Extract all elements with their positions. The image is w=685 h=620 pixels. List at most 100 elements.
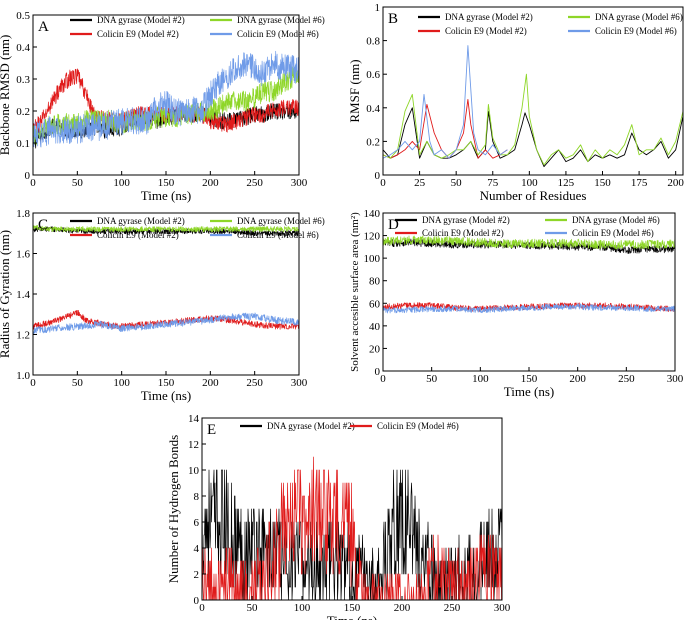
panel-b-x-tick-label: 50: [451, 177, 463, 189]
panel-d-series-line-colicin-e9-model-6: [383, 303, 675, 314]
panel-a-legend-label-colicin-e9-model-6: Colicin E9 (Model #6): [237, 29, 319, 39]
panel-b-x-tick-label: 150: [594, 177, 611, 189]
panel-c-legend-label-dna-gyrase-model-2: DNA gyrase (Model #2): [97, 216, 185, 226]
panel-e-y-tick-label: 12: [188, 439, 199, 451]
panel-a-series: [33, 50, 299, 149]
panel-c-legend-label-colicin-e9-model-2: Colicin E9 (Model #2): [97, 230, 179, 240]
panel-d-y-tick-label: 80: [369, 276, 381, 288]
panel-c-x-tick-label: 100: [113, 377, 130, 389]
panel-a-x-tick-label: 200: [202, 177, 219, 189]
panel-e-y-tick-label: 10: [188, 465, 200, 477]
panel-e-y-tick-label: 2: [194, 569, 200, 581]
panel-b-legend-label-dna-gyrase-model-6: DNA gyrase (Model #6): [595, 12, 683, 22]
panel-a-x-tick-label: 0: [30, 177, 36, 189]
panel-b-x-tick-label: 125: [558, 177, 575, 189]
panel-b-series-line-dna-gyrase-model-2: [383, 107, 683, 168]
panel-b-y-tick-label: 0.8: [366, 36, 380, 48]
panel-c-panel-letter: C: [38, 217, 48, 233]
panel-c: 0 50 100 150 200 250 300 1.0 1.2 1.4 1.6 1.8 Time (n…: [0, 208, 325, 403]
panel-c-y-tick-label: 1.0: [16, 370, 30, 382]
panel-a-y-tick-label: 0.2: [16, 106, 30, 118]
panel-d-x-axis-label: Time (ns): [504, 384, 554, 399]
panel-e-x-tick-label: 150: [344, 602, 361, 614]
panel-e-x-tick-label: 0: [199, 602, 205, 614]
panel-b-series-line-dna-gyrase-model-6: [383, 73, 683, 166]
panel-a-y-tick-label: 0.1: [16, 138, 30, 150]
panel-b-y-tick-label: 1: [375, 2, 381, 14]
panel-c-x-tick-label: 250: [246, 377, 263, 389]
panel-b-x-tick-label: 25: [414, 177, 426, 189]
panel-e-y-tick-label: 14: [188, 413, 200, 425]
panel-e-y-tick-label: 6: [194, 517, 200, 529]
panel-e-x-tick-label: 300: [494, 602, 511, 614]
panel-c-x-tick-label: 150: [158, 377, 175, 389]
panel-c-x-tick-label: 300: [291, 377, 308, 389]
panel-e-legend-label-dna-gyrase-model-2: DNA gyrase (Model #2): [267, 421, 355, 431]
panel-c-series: [33, 224, 299, 335]
panel-b-series-line-colicin-e9-model-6: [383, 45, 508, 159]
panel-e-legend: DNA gyrase (Model #2) Colicin E9 (Model #…: [240, 421, 459, 431]
panel-c-legend: DNA gyrase (Model #2) Colicin E9 (Model #…: [70, 216, 325, 240]
panel-c-series-line-dna-gyrase-model-6: [33, 224, 299, 233]
panel-a-legend-label-dna-gyrase-model-2: DNA gyrase (Model #2): [97, 15, 185, 25]
panel-a-x-tick-label: 100: [113, 177, 130, 189]
panel-a-series-line-colicin-e9-model-6: [33, 50, 299, 148]
panel-a-x-tick-label: 250: [246, 177, 263, 189]
panel-b-x-tick-label: 75: [487, 177, 499, 189]
panel-b-legend: DNA gyrase (Model #2) Colicin E9 (Model #…: [418, 12, 683, 36]
panel-d-legend-label-colicin-e9-model-6: Colicin E9 (Model #6): [572, 228, 654, 238]
panel-c-legend-label-colicin-e9-model-6: Colicin E9 (Model #6): [237, 230, 319, 240]
panel-d-y-tick-label: 100: [364, 253, 381, 265]
panel-d-legend: DNA gyrase (Model #2) Colicin E9 (Model #…: [395, 215, 660, 238]
panel-c-legend-label-dna-gyrase-model-6: DNA gyrase (Model #6): [237, 216, 325, 226]
panel-e-legend-label-colicin-e9-model-6: Colicin E9 (Model #6): [377, 421, 459, 431]
panel-a-y-tick-label: 0: [25, 170, 31, 182]
panel-a-x-tick-label: 150: [158, 177, 175, 189]
panel-d-series: [383, 235, 675, 314]
panel-d-x-tick-label: 250: [618, 373, 635, 385]
panel-c-y-tick-label: 1.8: [16, 208, 30, 220]
panel-d-x-tick-label: 0: [380, 373, 386, 385]
panel-b-y-axis-label: RMSF (nm): [347, 59, 362, 122]
panel-a-x-tick-label: 300: [291, 177, 308, 189]
panel-c-x-tick-label: 200: [202, 377, 219, 389]
panel-e-y-tick-label: 0: [194, 595, 200, 607]
panel-b-y-tick-label: 0.2: [366, 136, 380, 148]
panel-e-series-line-colicin-e9-model-6: [202, 456, 502, 600]
panel-b-legend-label-dna-gyrase-model-2: DNA gyrase (Model #2): [445, 12, 533, 22]
panel-a-x-axis-label: Time (ns): [141, 188, 191, 203]
panel-b-legend-label-colicin-e9-model-2: Colicin E9 (Model #2): [445, 26, 527, 36]
panel-e-series: [202, 456, 502, 600]
panel-b-x-axis-label: Number of Residues: [480, 188, 587, 203]
panel-a-series-line-dna-gyrase-model-6: [33, 65, 299, 145]
panel-e-x-axis-label: Time (ns): [327, 613, 377, 620]
panel-a: 0 50 100 150 200 250 300 0 0.1 0.2 0.3 0.4 0.5 Time (…: [0, 10, 325, 203]
panel-e-x-tick-label: 100: [294, 602, 311, 614]
panel-d-legend-label-dna-gyrase-model-6: DNA gyrase (Model #6): [572, 215, 660, 225]
panel-a-panel-letter: A: [38, 19, 49, 35]
panel-b-y-tick-label: 0.6: [366, 69, 380, 81]
panel-c-x-tick-label: 0: [30, 377, 36, 389]
panel-c-x-tick-label: 50: [72, 377, 84, 389]
panel-c-series-line-colicin-e9-model-6: [33, 312, 299, 335]
panel-d: 0 50 100 150 200 250 300 0 20 40 60 80 100 120 140 Time…: [349, 208, 684, 399]
panel-d-y-axis-label: Solvent accesible surface area (nm²): [349, 212, 361, 372]
panel-b-y-tick-label: 0: [375, 170, 381, 182]
panel-b-panel-letter: B: [388, 11, 398, 27]
panel-c-y-tick-label: 1.6: [16, 249, 30, 261]
panel-a-y-tick-label: 0.4: [16, 42, 30, 54]
panel-e-y-axis-label: Number of Hydrogen Bonds: [166, 435, 181, 583]
panel-d-panel-letter: D: [388, 217, 399, 233]
panel-e-y-tick-label: 4: [194, 543, 200, 555]
panel-b-x-tick-label: 100: [521, 177, 538, 189]
panel-a-x-tick-label: 50: [72, 177, 84, 189]
panel-e-y-tick-label: 8: [194, 491, 200, 503]
panel-e-x-tick-label: 200: [394, 602, 411, 614]
panel-d-x-tick-label: 200: [569, 373, 586, 385]
panel-b-plot-frame: [382, 6, 684, 176]
panel-c-y-tick-label: 1.4: [16, 289, 30, 301]
panel-b: 0 25 50 75 100 125 150 175 200 0 0.2 0.4 0.6 0.8 1 Numb…: [347, 2, 684, 203]
panel-e: 0 50 100 150 200 250 300 0 2 4 6 8 10 12 14 Time (ns) Nu…: [166, 413, 511, 620]
panel-b-series: [383, 45, 683, 168]
